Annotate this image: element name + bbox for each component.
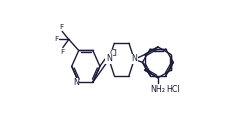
Text: N: N [73,78,79,87]
Text: F: F [54,36,58,42]
Text: N: N [106,54,112,63]
Text: HCl: HCl [166,85,180,94]
Text: F: F [59,24,64,30]
Text: Cl: Cl [109,49,118,58]
Text: F: F [60,49,64,55]
Text: NH₂: NH₂ [150,85,165,94]
Text: N: N [131,54,137,63]
